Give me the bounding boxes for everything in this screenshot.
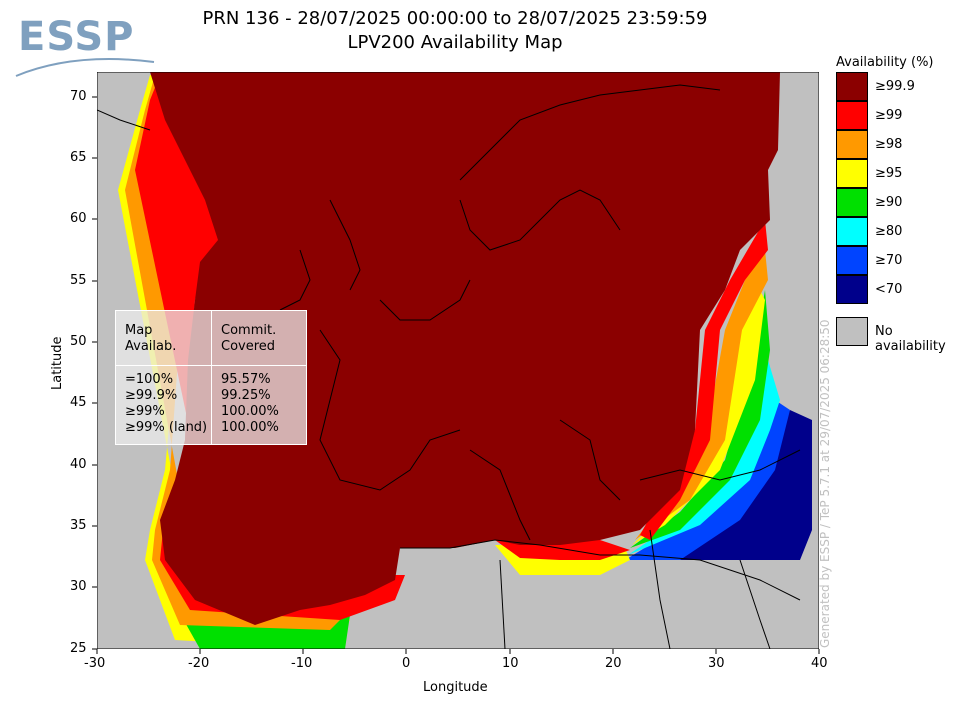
table-header-right: Commit. Covered xyxy=(221,323,277,354)
legend-swatch xyxy=(836,275,868,304)
band-98-east xyxy=(635,250,768,540)
band-99-west xyxy=(135,75,405,620)
legend-label: ≥90 xyxy=(875,195,903,210)
legend-swatch xyxy=(836,130,868,159)
table-divider xyxy=(116,365,306,366)
coastlines xyxy=(97,84,801,649)
coverage-stats-table: Map Availab. Commit. Covered =100% ≥99.9… xyxy=(115,310,307,445)
y-tick: 30 xyxy=(70,579,87,594)
legend-swatch xyxy=(836,217,868,246)
essp-logo: ESSP xyxy=(14,12,164,84)
y-tick: 50 xyxy=(70,334,87,349)
y-tick: 40 xyxy=(70,457,87,472)
band-95-east xyxy=(632,290,765,545)
legend-swatch-no-availability xyxy=(836,317,868,346)
legend-label: ≥70 xyxy=(875,253,903,268)
y-tick: 55 xyxy=(70,273,87,288)
x-tick: 0 xyxy=(402,656,411,671)
band-99-9-core xyxy=(150,72,780,625)
legend-label-no-availability: No availability xyxy=(875,324,946,354)
map-subtitle: LPV200 Availability Map xyxy=(347,32,563,53)
x-axis-label: Longitude xyxy=(423,680,488,695)
y-tick: 70 xyxy=(70,89,87,104)
x-tick: 10 xyxy=(502,656,519,671)
band-99-east xyxy=(640,220,768,540)
y-tick: 45 xyxy=(70,395,87,410)
x-tick: 30 xyxy=(708,656,725,671)
legend-swatch xyxy=(836,159,868,188)
table-header-left: Map Availab. xyxy=(125,323,177,354)
logo-text: ESSP xyxy=(18,14,135,60)
x-tick: 40 xyxy=(811,656,828,671)
x-tick: 20 xyxy=(605,656,622,671)
legend-swatch xyxy=(836,246,868,275)
legend-label: ≥98 xyxy=(875,137,903,152)
generation-credit: Generated by ESSP / TeP 5.7.1 at 29/07/2… xyxy=(818,319,832,648)
legend-title: Availability (%) xyxy=(836,55,934,70)
band-70-east xyxy=(630,410,812,560)
axis-ticks xyxy=(92,96,820,654)
table-rows-left: =100% ≥99.9% ≥99% ≥99% (land) xyxy=(125,372,208,435)
y-tick: 35 xyxy=(70,518,87,533)
y-tick: 65 xyxy=(70,150,87,165)
logo-swoosh-icon xyxy=(15,58,155,77)
x-tick: -20 xyxy=(188,656,210,671)
legend-label: ≥99.9 xyxy=(875,79,915,94)
y-axis-label: Latitude xyxy=(50,336,65,390)
legend-swatch xyxy=(836,188,868,217)
legend-label: <70 xyxy=(875,282,903,297)
table-rows-right: 95.57% 99.25% 100.00% 100.00% xyxy=(221,372,279,435)
legend-label: ≥80 xyxy=(875,224,903,239)
y-tick: 25 xyxy=(70,641,87,656)
y-tick: 60 xyxy=(70,211,87,226)
legend-label: ≥99 xyxy=(875,108,903,123)
table-divider xyxy=(211,311,212,444)
x-tick: -30 xyxy=(84,656,106,671)
legend-swatch xyxy=(836,72,868,101)
map-title: PRN 136 - 28/07/2025 00:00:00 to 28/07/2… xyxy=(202,8,708,29)
band-90-east xyxy=(630,290,770,548)
legend-swatch xyxy=(836,101,868,130)
x-tick: -10 xyxy=(291,656,313,671)
legend-label: ≥95 xyxy=(875,166,903,181)
